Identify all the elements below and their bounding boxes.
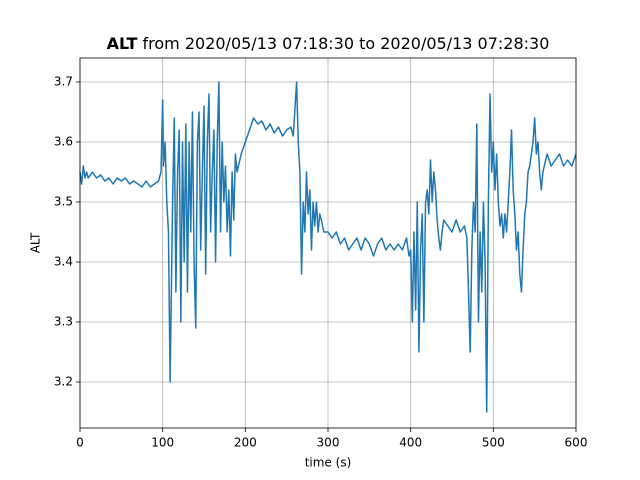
title-variable: ALT [107, 34, 138, 53]
title-range: from 2020/05/13 07:18:30 to 2020/05/13 0… [143, 34, 550, 53]
y-tick-label: 3.5 [54, 194, 73, 208]
y-tick-label: 3.7 [54, 74, 73, 88]
y-tick-label: 3.6 [54, 134, 73, 148]
x-axis-label: time (s) [305, 456, 352, 470]
y-tick-label: 3.4 [54, 254, 73, 268]
chart-title: ALT from 2020/05/13 07:18:30 to 2020/05/… [107, 34, 550, 53]
data-line [79, 81, 577, 413]
y-tick-label: 3.3 [54, 314, 73, 328]
x-tick-label: 300 [317, 436, 340, 450]
x-tick-label: 200 [234, 436, 257, 450]
x-tick-label: 0 [76, 436, 84, 450]
plot-frame [79, 57, 577, 429]
y-tick-label: 3.2 [54, 374, 73, 388]
x-tick-label: 500 [482, 436, 505, 450]
x-tick-label: 400 [399, 436, 422, 450]
x-tick-label: 100 [151, 436, 174, 450]
x-tick-label: 600 [565, 436, 588, 450]
y-axis-label: ALT [29, 232, 43, 253]
